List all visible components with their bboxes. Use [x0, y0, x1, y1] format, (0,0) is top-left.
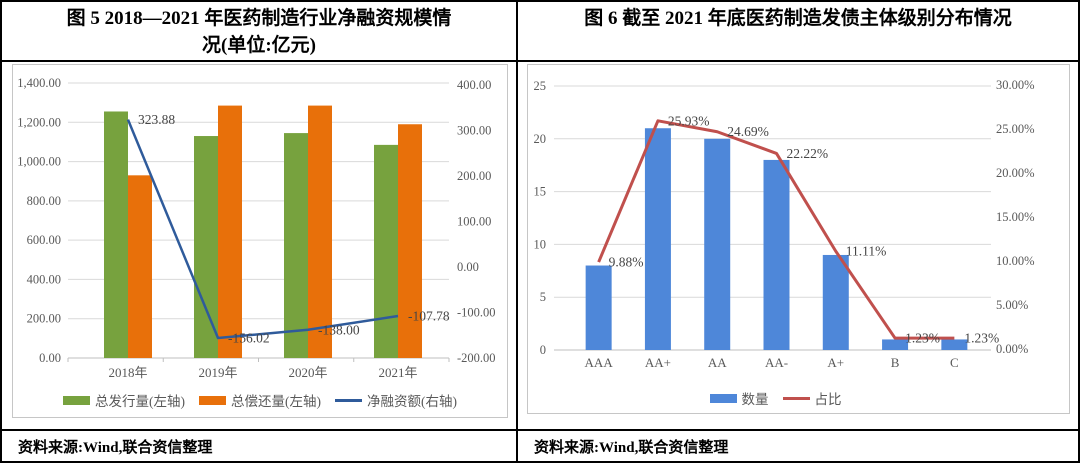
figure5-title-line1: 图 5 2018—2021 年医药制造行业净融资规模情: [66, 8, 452, 29]
net-financing-legend: 总发行量(左轴) 总偿还量(左轴) 净融资额(右轴): [13, 390, 507, 410]
figure5-source-text: 资料来源:Wind,联合资信整理: [18, 439, 213, 456]
svg-text:11.11%: 11.11%: [846, 244, 887, 259]
net-financing-chart: 1,400.00 1,200.00 1,000.00 800.00 600.00 400.…: [12, 64, 508, 418]
svg-text:-156.02: -156.02: [228, 330, 270, 345]
rating-distribution-chart-svg: 25 20 15 10 5 0 30.00% 25.00% 20.00% 15.00% 10.00%…: [534, 78, 1035, 370]
svg-text:20.00%: 20.00%: [996, 166, 1035, 180]
svg-text:15.00%: 15.00%: [996, 210, 1035, 224]
svg-text:-100.00: -100.00: [457, 306, 496, 320]
svg-text:2020年: 2020年: [288, 365, 327, 380]
legend-item-share: 占比: [782, 388, 842, 408]
issuance-swatch-icon: [63, 395, 90, 405]
legend-label-repayment: 总偿还量(左轴): [231, 394, 321, 409]
svg-text:-200.00: -200.00: [457, 351, 496, 365]
svg-text:200.00: 200.00: [457, 169, 491, 183]
svg-text:25.93%: 25.93%: [668, 113, 710, 128]
svg-text:1,000.00: 1,000.00: [17, 155, 61, 169]
svg-text:9.88%: 9.88%: [609, 255, 644, 270]
svg-text:1.23%: 1.23%: [964, 331, 999, 346]
svg-text:2021年: 2021年: [378, 365, 417, 380]
svg-text:10.00%: 10.00%: [996, 254, 1035, 268]
svg-text:B: B: [891, 355, 900, 370]
svg-text:0.00%: 0.00%: [996, 342, 1028, 356]
legend-item-count: 数量: [709, 388, 769, 408]
svg-text:2018年: 2018年: [108, 365, 147, 380]
svg-text:200.00: 200.00: [27, 312, 61, 326]
legend-label-share: 占比: [814, 392, 842, 407]
svg-text:10: 10: [534, 237, 547, 251]
svg-text:5: 5: [540, 290, 546, 304]
svg-text:15: 15: [534, 185, 547, 199]
svg-text:323.88: 323.88: [138, 112, 175, 127]
svg-text:A+: A+: [827, 355, 844, 370]
svg-text:5.00%: 5.00%: [996, 298, 1028, 312]
figure5-source: 资料来源:Wind,联合资信整理: [2, 429, 516, 461]
figure6-title-line: 图 6 截至 2021 年底医药制造发债主体级别分布情况: [584, 8, 1012, 29]
figure5-title-line2: 况(单位:亿元): [202, 35, 316, 56]
svg-text:22.22%: 22.22%: [787, 146, 829, 161]
svg-text:24.69%: 24.69%: [727, 124, 769, 139]
count-swatch-icon: [709, 393, 737, 403]
svg-text:25: 25: [534, 79, 547, 93]
svg-text:1,400.00: 1,400.00: [17, 76, 61, 90]
legend-label-count: 数量: [741, 392, 769, 407]
svg-text:30.00%: 30.00%: [996, 78, 1035, 92]
figure5-chart-cell: 1,400.00 1,200.00 1,000.00 800.00 600.00 400.…: [2, 62, 516, 429]
svg-text:AA: AA: [708, 355, 727, 370]
svg-text:0.00: 0.00: [457, 260, 479, 274]
legend-item-net-financing: 净融资额(右轴): [335, 390, 457, 410]
net-financing-chart-svg: 1,400.00 1,200.00 1,000.00 800.00 600.00 400.…: [17, 76, 496, 380]
net-financing-line-swatch-icon: [335, 398, 362, 402]
svg-text:400.00: 400.00: [457, 78, 491, 92]
repayment-swatch-icon: [199, 395, 226, 405]
figure6-title: 图 6 截至 2021 年底医药制造发债主体级别分布情况: [516, 2, 1078, 62]
figure6-source-text: 资料来源:Wind,联合资信整理: [534, 439, 729, 456]
legend-label-net-financing: 净融资额(右轴): [367, 394, 457, 409]
rating-distribution-legend: 数量 占比: [528, 388, 1023, 408]
legend-label-issuance: 总发行量(左轴): [95, 394, 185, 409]
svg-text:2019年: 2019年: [198, 365, 237, 380]
svg-text:-107.78: -107.78: [408, 309, 450, 324]
svg-text:-138.00: -138.00: [318, 322, 360, 337]
share-line-swatch-icon: [782, 396, 810, 400]
figure5-title: 图 5 2018—2021 年医药制造行业净融资规模情 况(单位:亿元): [2, 2, 516, 62]
svg-text:20: 20: [534, 132, 547, 146]
svg-text:800.00: 800.00: [27, 194, 61, 208]
legend-item-issuance: 总发行量(左轴): [63, 390, 185, 410]
svg-text:300.00: 300.00: [457, 124, 491, 138]
svg-text:0: 0: [540, 343, 546, 357]
svg-text:0.00: 0.00: [39, 351, 61, 365]
svg-text:100.00: 100.00: [457, 215, 491, 229]
legend-item-repayment: 总偿还量(左轴): [199, 390, 321, 410]
svg-text:25.00%: 25.00%: [996, 122, 1035, 136]
svg-text:AAA: AAA: [585, 355, 614, 370]
svg-text:AA+: AA+: [645, 355, 671, 370]
svg-text:1,200.00: 1,200.00: [17, 115, 61, 129]
svg-text:C: C: [950, 355, 959, 370]
svg-text:AA-: AA-: [765, 355, 788, 370]
rating-distribution-chart: 25 20 15 10 5 0 30.00% 25.00% 20.00% 15.00% 10.00%…: [527, 64, 1070, 414]
figure6-source: 资料来源:Wind,联合资信整理: [516, 429, 1078, 461]
svg-text:400.00: 400.00: [27, 272, 61, 286]
svg-text:1.23%: 1.23%: [905, 331, 940, 346]
figure6-chart-cell: 25 20 15 10 5 0 30.00% 25.00% 20.00% 15.00% 10.00%…: [516, 62, 1078, 429]
svg-text:600.00: 600.00: [27, 233, 61, 247]
